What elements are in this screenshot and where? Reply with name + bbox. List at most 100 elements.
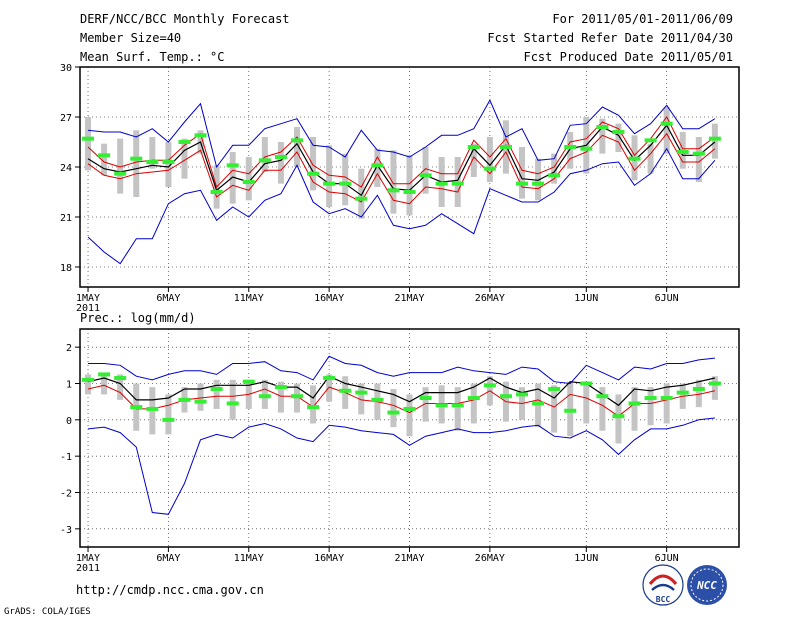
median-marker (178, 397, 191, 402)
member-range-box (486, 137, 493, 182)
median-marker (242, 379, 255, 384)
plot-frame (79, 66, 740, 288)
median-marker (483, 383, 496, 388)
y-tick-label: 0 (66, 416, 72, 427)
member-range-box (326, 145, 333, 207)
median-marker (403, 190, 416, 194)
median-marker (323, 181, 336, 186)
median-marker (339, 181, 352, 186)
member-range-box (647, 143, 654, 174)
median-marker (612, 414, 625, 419)
member-range-box (149, 137, 156, 169)
member-range-box (663, 383, 670, 424)
member-range-box (470, 143, 477, 177)
x-tick-label: 16MAY (314, 553, 344, 564)
median-marker (564, 408, 577, 413)
median-marker (258, 158, 271, 163)
member-range-box (213, 379, 220, 409)
x-year-label: 2011 (76, 303, 100, 314)
median-marker (82, 377, 95, 382)
member-range-box (406, 155, 413, 216)
member-range-box (551, 153, 558, 184)
member-range-box (374, 148, 381, 187)
median-marker (146, 406, 159, 411)
median-marker (499, 145, 512, 149)
plot-frame (79, 328, 740, 548)
median-marker (676, 150, 689, 154)
median-marker (580, 381, 593, 386)
median-marker (660, 396, 673, 401)
member-range-box (599, 118, 606, 154)
member-range-box (711, 123, 718, 159)
x-tick-label: 1JUN (574, 553, 598, 564)
x-tick-label: 6MAY (156, 293, 180, 304)
median-marker (499, 394, 512, 399)
y-tick-label: 24 (60, 163, 72, 174)
member-range-box (711, 376, 718, 400)
y-tick-label: 27 (60, 113, 72, 124)
median-marker (226, 401, 239, 406)
member-range-box (85, 117, 92, 171)
member-range-box (615, 123, 622, 152)
member-range-box (406, 394, 413, 437)
median-marker (162, 417, 175, 422)
median-marker (258, 394, 271, 399)
member-range-box (390, 388, 397, 428)
member-range-box (85, 374, 92, 395)
median-marker (307, 405, 320, 410)
member-range-box (133, 130, 140, 197)
member-range-box (245, 157, 252, 201)
median-marker (516, 392, 529, 397)
x-tick-label: 21MAY (394, 293, 424, 304)
y-tick-label: -2 (60, 489, 72, 500)
y-tick-label: -3 (60, 525, 72, 536)
source-url[interactable]: http://cmdp.ncc.cma.gov.cn (76, 583, 264, 597)
median-marker (114, 376, 127, 381)
median-marker (339, 388, 352, 393)
member-range-box (358, 383, 365, 415)
median-marker (467, 145, 480, 149)
member-range-box (326, 374, 333, 402)
series-line-spread_low (87, 132, 716, 205)
median-marker (226, 163, 239, 168)
x-tick-label: 6JUN (655, 553, 679, 564)
median-marker (644, 138, 657, 143)
grads-credit: GrADS: COLA/IGES (4, 607, 91, 617)
median-marker (194, 399, 207, 404)
member-range-box (310, 385, 317, 424)
x-tick-label: 26MAY (475, 553, 505, 564)
median-marker (371, 397, 384, 402)
median-marker (307, 171, 320, 176)
x-tick-label: 26MAY (475, 293, 505, 304)
median-marker (548, 173, 561, 178)
member-range-box (599, 387, 606, 431)
median-marker (178, 140, 191, 144)
median-marker (692, 151, 705, 156)
member-size: Member Size=40 (80, 31, 181, 45)
median-marker (516, 181, 529, 186)
series-line-mean (87, 124, 716, 197)
median-marker (628, 156, 641, 161)
x-tick-label: 6MAY (156, 553, 180, 564)
median-marker (660, 121, 673, 126)
temp-variable-label: Mean Surf. Temp.: °C (80, 50, 225, 64)
x-tick-label: 11MAY (234, 553, 264, 564)
x-tick-label: 11MAY (234, 293, 264, 304)
median-marker (451, 181, 464, 186)
series-line-upper (87, 99, 716, 169)
member-range-box (277, 142, 284, 184)
median-marker (130, 405, 143, 410)
member-range-box (454, 387, 461, 431)
median-marker (274, 155, 287, 159)
median-marker (98, 372, 111, 377)
median-marker (435, 403, 448, 408)
median-marker (612, 130, 625, 134)
median-marker (210, 386, 223, 391)
member-range-box (470, 383, 477, 424)
median-marker (596, 394, 609, 399)
median-marker (644, 396, 657, 401)
member-range-box (358, 168, 365, 219)
member-range-box (631, 387, 638, 431)
